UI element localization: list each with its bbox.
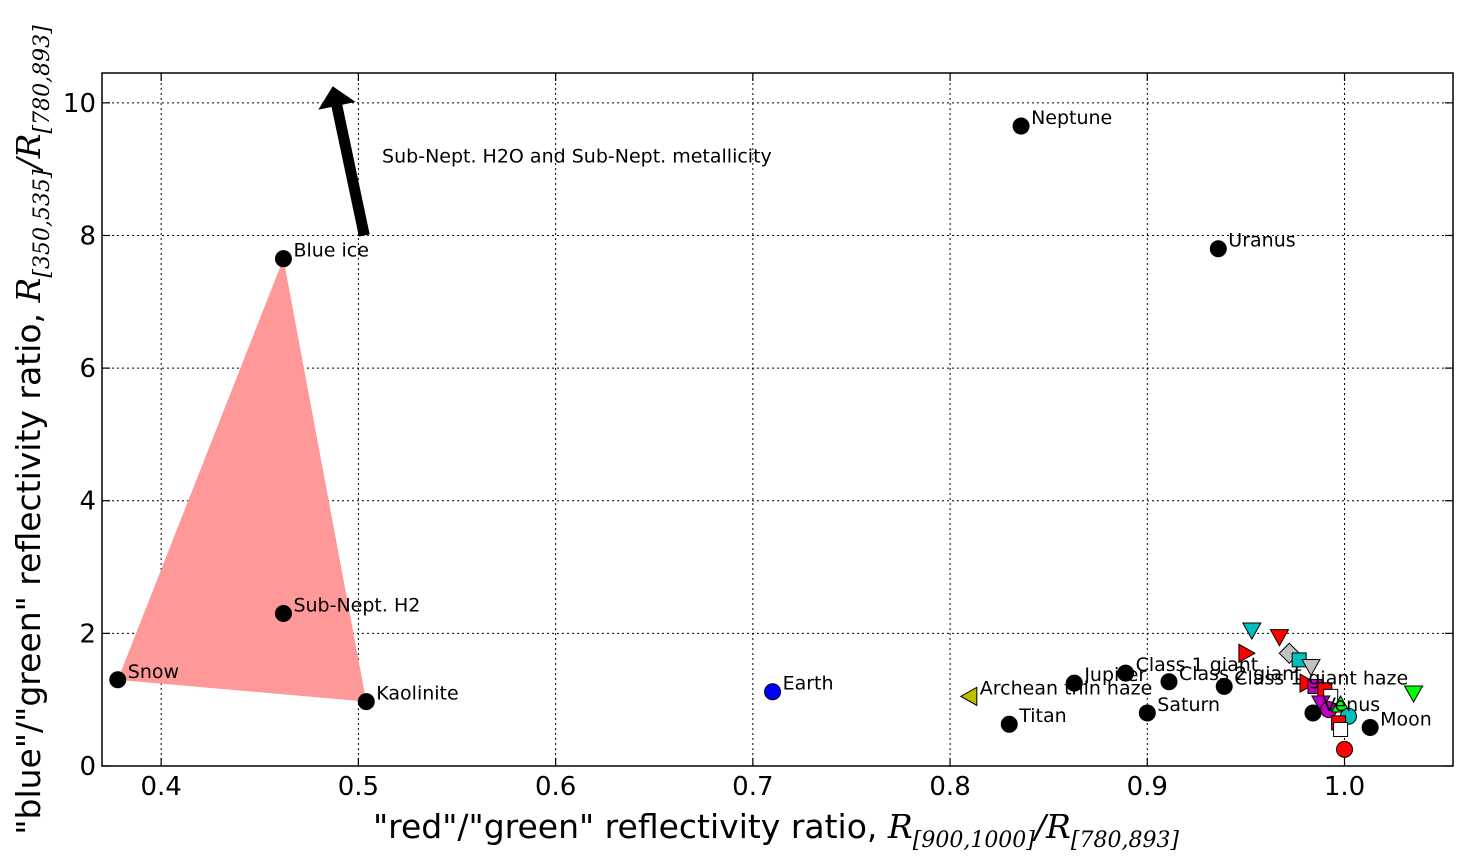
x-axis-label-num-sub: [900,1000] [913, 828, 1036, 853]
data-point-venus [1304, 704, 1322, 722]
data-point-sub-nept-h2 [274, 604, 292, 622]
x-tick-label: 0.5 [338, 772, 379, 802]
point-label-jupiter: Jupiter [1083, 664, 1146, 686]
y-axis-label-den: R [9, 133, 48, 159]
data-point [1333, 722, 1349, 738]
y-tick-label: 8 [79, 221, 96, 251]
data-point-snow [109, 671, 127, 689]
x-tick-label: 1.0 [1324, 772, 1365, 802]
data-point [1330, 694, 1351, 713]
shaded-region-layer [117, 258, 367, 702]
point-label-class-1-giant: Class 1 giant [1136, 654, 1259, 676]
point-labels-layer: Snow Blue ice Sub-Nept. H2 Kaolinite Earth Ar… [128, 107, 1432, 730]
y-axis-label-num-sub: [350,535] [30, 169, 55, 278]
data-point-blue-ice [274, 250, 292, 268]
arrow-annotation-layer: Sub-Nept. H2O and Sub-Nept. metallicity [318, 86, 772, 237]
y-tick-label: 2 [79, 619, 96, 649]
data-points-layer [109, 117, 1424, 758]
data-point-titan [1000, 715, 1018, 733]
point-label-blue-ice: Blue ice [293, 240, 369, 262]
point-label-earth: Earth [783, 673, 834, 695]
point-label-titan: Titan [1018, 705, 1066, 727]
y-axis-label-num: R [9, 278, 48, 304]
data-point [1301, 659, 1321, 677]
x-axis-label-den: R [1045, 807, 1071, 846]
data-point-earth [764, 683, 782, 701]
y-axis-label-sep: / [9, 155, 48, 172]
x-axis-label-prefix: "red"/"green" reflectivity ratio, [373, 807, 888, 846]
x-tick-label: 0.9 [1127, 772, 1168, 802]
x-axis-label-den-sub: [780,893] [1071, 828, 1180, 853]
point-label-uranus: Uranus [1228, 230, 1295, 252]
data-point-class-1-giant-haze [1215, 677, 1233, 695]
data-point [1241, 622, 1262, 641]
y-axis-label: "blue"/"green" reflectivity ratio, R[350… [9, 25, 55, 835]
x-tick-label: 0.6 [535, 772, 576, 802]
data-point [1336, 740, 1354, 758]
y-axis-label-den-sub: [780,893] [30, 25, 55, 134]
data-point [1238, 643, 1256, 664]
data-point-moon [1361, 719, 1379, 737]
point-label-snow: Snow [128, 661, 179, 683]
y-axis-label-prefix: "blue"/"green" reflectivity ratio, [9, 302, 48, 834]
x-tick-label: 0.4 [140, 772, 181, 802]
data-point-neptune [1012, 117, 1030, 135]
point-label-sub-nept-h2: Sub-Nept. H2 [293, 594, 420, 616]
point-label-saturn: Saturn [1157, 694, 1220, 716]
y-tick-label: 6 [79, 354, 96, 384]
data-point-archean-thin-haze [959, 686, 978, 707]
data-point-saturn [1138, 704, 1156, 722]
y-tick-label: 4 [79, 487, 96, 517]
x-tick-label: 0.7 [732, 772, 773, 802]
data-point [1403, 685, 1424, 704]
x-axis-label: "red"/"green" reflectivity ratio, R[900,… [373, 807, 1179, 853]
data-point-class-2-giant [1160, 673, 1178, 691]
point-label-moon: Moon [1380, 709, 1432, 731]
x-axis-label-sep: / [1032, 807, 1049, 846]
y-tick-label: 0 [79, 752, 96, 782]
axis-ticks-layer: 0.4 0.5 0.6 0.7 0.8 0.9 1.0 0 2 4 6 8 10 [63, 73, 1453, 802]
x-axis-label-num: R [887, 807, 913, 846]
point-label-venus: Venus [1323, 694, 1380, 716]
x-tick-label: 0.8 [929, 772, 970, 802]
point-label-class-2-giant: Class 2 giant [1179, 663, 1302, 685]
point-label-class-1-giant-haze: Class 1 giant haze [1234, 667, 1408, 689]
point-label-kaolinite: Kaolinite [376, 683, 458, 705]
point-label-neptune: Neptune [1031, 107, 1112, 129]
point-label-archean-thin-haze: Archean thin haze [980, 677, 1153, 699]
data-point-kaolinite [357, 693, 375, 711]
data-point [1269, 629, 1290, 647]
data-point-jupiter [1065, 674, 1083, 692]
data-point-uranus [1209, 240, 1227, 258]
arrow-icon [318, 86, 370, 237]
arrow-annotation-text: Sub-Nept. H2O and Sub-Nept. metallicity [382, 146, 772, 168]
data-point-class-1-giant [1117, 664, 1135, 682]
shaded-region [117, 258, 367, 702]
y-tick-label: 10 [63, 89, 96, 119]
plot-frame [101, 72, 1454, 767]
